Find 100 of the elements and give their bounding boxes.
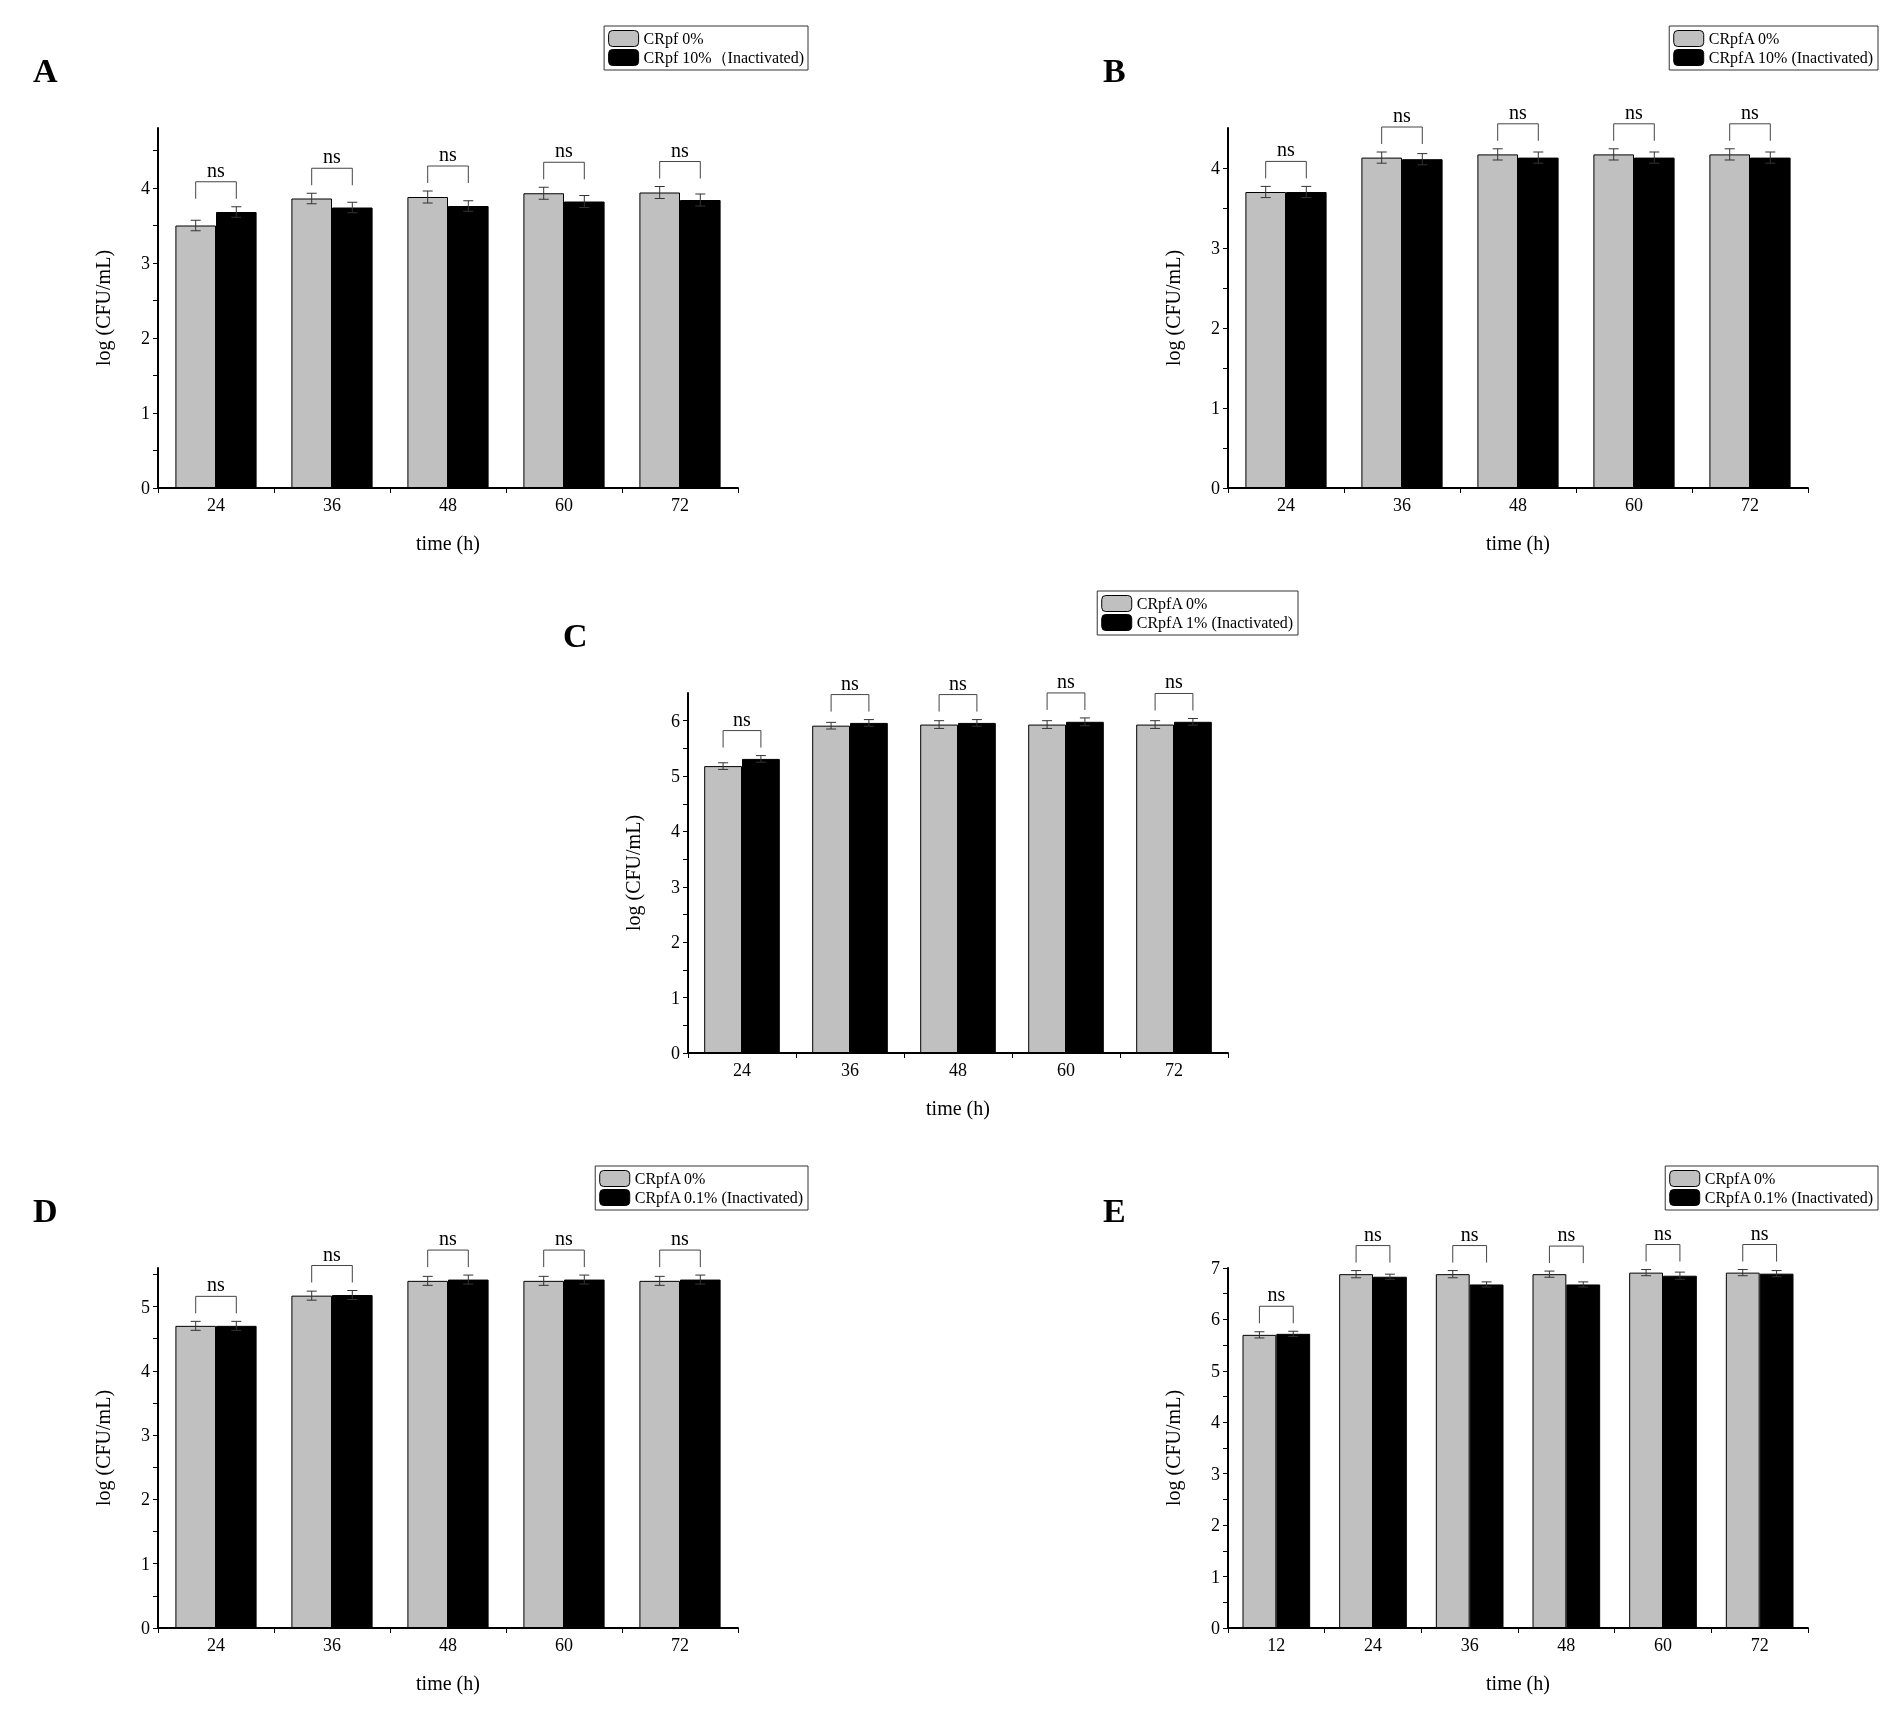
legend-label: CRpfA 1% (Inactivated) [1136,614,1294,632]
y-tick-label: 0 [1211,478,1220,498]
y-tick-label: 4 [1211,1412,1220,1433]
x-tick-label: 60 [1625,495,1643,515]
legend-label: CRpf 0% [643,30,704,48]
x-tick-label: 36 [841,1060,859,1080]
x-tick-label: 24 [207,1635,225,1655]
y-tick-label: 0 [141,1618,150,1638]
x-axis-title: time (h) [416,532,480,555]
x-tick-label: 72 [1741,495,1759,515]
x-tick-label: 60 [1654,1635,1672,1655]
y-tick-label: 2 [1211,318,1220,338]
chart-title: D [33,1191,58,1229]
y-tick-label: 1 [1211,1566,1220,1587]
legend-label: CRpfA 0% [1704,1170,1776,1188]
x-axis-title: time (h) [1486,532,1550,555]
text: ns [1364,1222,1383,1245]
text: ns [1393,104,1412,126]
legend-label: CRpfA 0% [1136,595,1208,613]
y-tick-label: 3 [141,253,150,273]
x-tick-label: 48 [439,495,457,515]
annotation: ns [555,139,574,162]
annotation: ns [1277,138,1296,161]
legend-label: CRpfA 0.1% (Inactivated) [1704,1189,1874,1207]
x-tick-label: 60 [555,495,573,515]
x-tick-label: 48 [1509,495,1527,515]
x-tick-label: 36 [1393,495,1411,515]
y-tick-label: 7 [1211,1258,1220,1278]
x-tick-label: 60 [1057,1060,1075,1080]
x-tick-label: 12 [1267,1635,1286,1655]
x-tick-label: 36 [1460,1635,1479,1655]
legend-label: CRpfA 10% (Inactivated) [1708,49,1874,67]
y-tick-label: 3 [1211,238,1220,258]
text: ns [555,1227,574,1250]
annotation: ns [841,671,860,694]
chart-title: E [1103,1191,1126,1229]
x-tick-label: 24 [1277,495,1295,515]
annotation: ns [323,145,342,168]
x-tick-label: 36 [323,495,341,515]
legend-label: CRpfA 0% [634,1170,706,1188]
y-axis-title: log (CFU/mL) [622,814,645,932]
x-tick-label: 72 [671,1635,689,1655]
x-tick-label: 24 [733,1060,751,1080]
y-tick-label: 2 [141,328,150,348]
y-tick-label: 2 [671,932,680,953]
y-tick-label: 5 [141,1296,150,1317]
text: ns [1057,669,1076,692]
annotation: ns [207,1273,226,1296]
y-tick-label: 3 [671,876,680,897]
y-tick-label: 2 [141,1489,150,1510]
x-tick-label: 60 [555,1635,573,1655]
annotation: ns [949,671,968,694]
x-tick-label: 48 [439,1635,457,1655]
annotation: ns [207,158,226,181]
y-axis-title: log (CFU/mL) [92,1389,115,1507]
y-tick-label: 4 [671,821,680,842]
y-tick-label: 0 [141,478,150,498]
chart-title: C [563,616,588,654]
y-axis-title: log (CFU/mL) [1162,249,1185,367]
chart-title: A [33,51,58,89]
y-tick-label: 1 [141,403,150,423]
x-axis-title: time (h) [416,1672,480,1695]
x-tick-label: 72 [1750,1635,1769,1655]
text: ns [1165,670,1184,693]
x-axis-title: time (h) [1486,1672,1550,1695]
chart-title: B [1103,51,1126,89]
text: ns [1741,100,1760,123]
y-tick-label: 5 [671,766,680,787]
x-tick-label: 72 [671,495,689,515]
legend-label: CRpfA 0% [1708,30,1780,48]
y-tick-label: 1 [671,987,680,1008]
text: ns [1750,1221,1769,1244]
y-tick-label: 1 [1211,398,1220,418]
x-tick-label: 36 [323,1635,341,1655]
text: ns [439,1227,458,1250]
annotation: ns [1267,1283,1286,1306]
y-tick-label: 4 [141,178,150,198]
y-tick-label: 1 [141,1553,150,1574]
text: ns [1509,100,1528,123]
x-tick-label: 48 [949,1060,967,1080]
y-tick-label: 2 [1211,1515,1220,1536]
y-tick-label: 6 [671,710,680,731]
x-tick-label: 24 [207,495,225,515]
text: ns [1460,1222,1479,1245]
annotation: ns [733,707,752,730]
y-tick-label: 0 [671,1043,680,1063]
text: ns [671,1227,690,1250]
y-tick-label: 0 [1211,1618,1220,1638]
text: ns [1625,100,1644,123]
text: ns [1654,1221,1673,1244]
y-tick-label: 3 [141,1425,150,1446]
y-tick-label: 4 [141,1360,150,1381]
y-tick-label: 5 [1211,1360,1220,1381]
y-tick-label: 3 [1211,1463,1220,1484]
legend-label: CRpfA 0.1% (Inactivated) [634,1189,804,1207]
y-axis-title: log (CFU/mL) [92,249,115,367]
text: ns [323,1242,342,1265]
text: ns [1557,1223,1576,1246]
y-tick-label: 6 [1211,1309,1220,1330]
y-axis-title: log (CFU/mL) [1162,1389,1185,1507]
